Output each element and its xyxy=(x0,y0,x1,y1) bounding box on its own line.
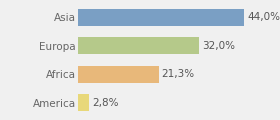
Text: 32,0%: 32,0% xyxy=(202,41,235,51)
Text: 21,3%: 21,3% xyxy=(162,69,195,79)
Bar xyxy=(78,94,89,111)
Text: 2,8%: 2,8% xyxy=(92,98,118,108)
Bar xyxy=(78,37,199,54)
Bar xyxy=(78,66,159,83)
Text: 44,0%: 44,0% xyxy=(247,12,280,22)
Bar xyxy=(78,9,244,26)
